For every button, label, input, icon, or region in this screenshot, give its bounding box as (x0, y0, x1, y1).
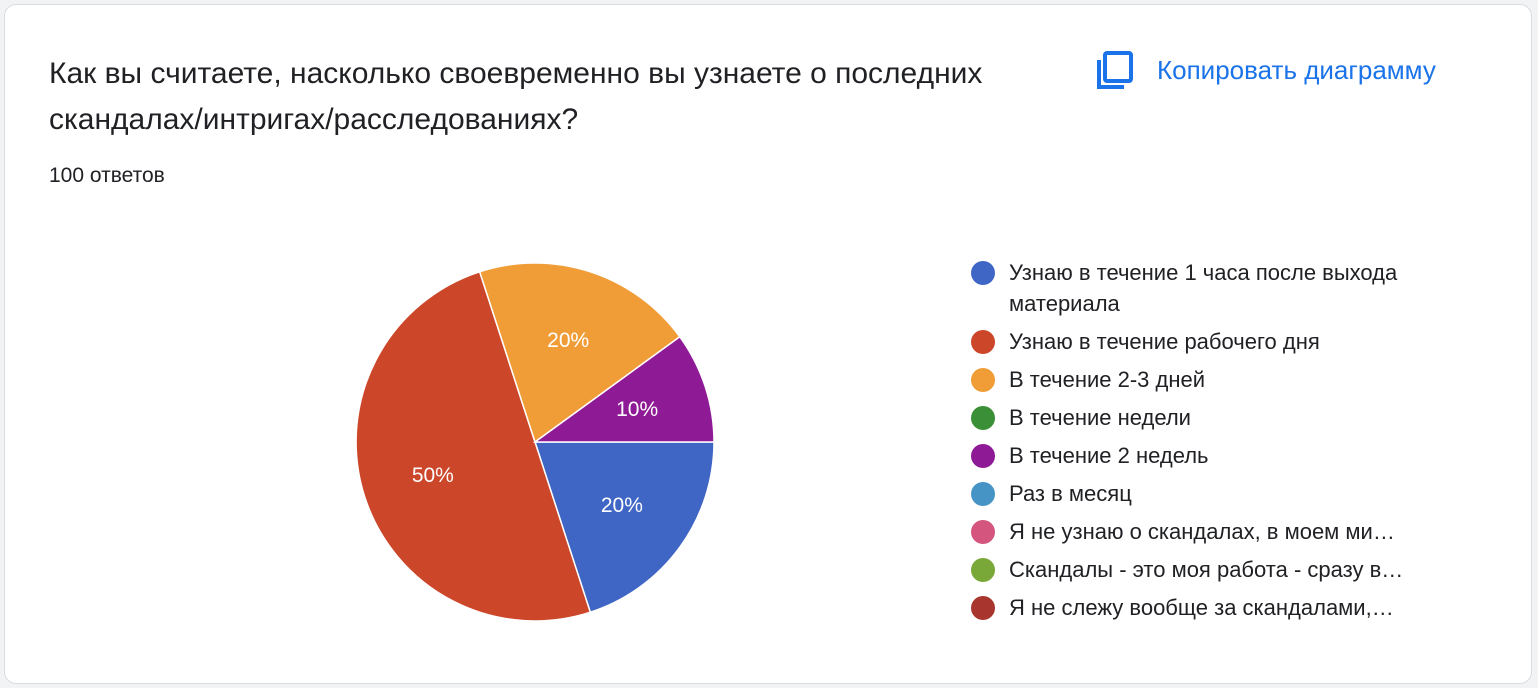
chart-card: Как вы считаете, насколько своевременно … (4, 4, 1532, 684)
copy-chart-button[interactable]: Копировать диаграмму (1095, 47, 1436, 93)
legend-swatch (971, 520, 995, 544)
legend-item: Я не слежу вообще за скандалами,… (971, 592, 1471, 623)
legend-item: Узнаю в течение рабочего дня (971, 326, 1471, 357)
slice-label: 20% (547, 329, 589, 352)
legend-label: В течение недели (1009, 405, 1191, 430)
legend-swatch (971, 406, 995, 430)
slice-label: 10% (616, 398, 658, 421)
copy-chart-label: Копировать диаграмму (1157, 54, 1436, 85)
legend-swatch (971, 558, 995, 582)
legend-item: В течение 2-3 дней (971, 364, 1471, 395)
legend-label: Я не слежу вообще за скандалами,… (1009, 595, 1394, 620)
chart-legend: Узнаю в течение 1 часа после выхода мате… (971, 257, 1471, 630)
legend-label: Раз в месяц (1009, 481, 1132, 506)
legend-swatch (971, 368, 995, 392)
legend-label: Узнаю в течение рабочего дня (1009, 329, 1320, 354)
legend-item: Скандалы - это моя работа - сразу в… (971, 554, 1471, 585)
copy-icon (1097, 51, 1133, 89)
pie-slice[interactable] (355, 270, 592, 622)
pie-slice[interactable] (478, 262, 681, 444)
legend-swatch (971, 596, 995, 620)
legend-swatch (971, 482, 995, 506)
legend-label: Скандалы - это моя работа - сразу в… (1009, 557, 1404, 582)
legend-item: Раз в месяц (971, 478, 1471, 509)
slice-label: 50% (412, 464, 454, 487)
legend-label: Я не узнаю о скандалах, в моем ми… (1009, 519, 1395, 544)
legend-label: В течение 2 недель (1009, 443, 1209, 468)
legend-swatch (971, 261, 995, 285)
response-count: 100 ответов (49, 164, 165, 187)
question-title: Как вы считаете, насколько своевременно … (49, 57, 983, 136)
legend-item: В течение 2 недель (971, 440, 1471, 471)
legend-label: Узнаю в течение 1 часа после выхода мате… (1009, 260, 1398, 316)
pie-slice[interactable] (532, 335, 715, 443)
legend-item: Я не узнаю о скандалах, в моем ми… (971, 516, 1471, 547)
legend-swatch (971, 330, 995, 354)
pie-slice[interactable] (533, 441, 715, 614)
slice-label: 20% (601, 494, 643, 517)
legend-item: В течение недели (971, 402, 1471, 433)
pie-chart: 20% 50% 20% 10% (355, 262, 715, 622)
legend-label: В течение 2-3 дней (1009, 367, 1206, 392)
legend-item: Узнаю в течение 1 часа после выхода мате… (971, 257, 1471, 319)
legend-swatch (971, 444, 995, 468)
